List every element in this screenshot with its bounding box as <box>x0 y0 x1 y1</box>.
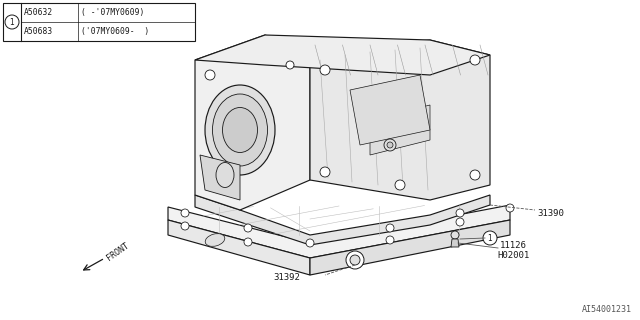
Polygon shape <box>195 195 490 245</box>
Polygon shape <box>200 155 240 200</box>
Polygon shape <box>168 220 310 275</box>
Polygon shape <box>310 40 490 200</box>
Text: 31392: 31392 <box>273 273 300 282</box>
Circle shape <box>395 180 405 190</box>
Circle shape <box>386 224 394 232</box>
Circle shape <box>456 218 464 226</box>
Polygon shape <box>195 35 490 75</box>
Ellipse shape <box>212 94 268 166</box>
Polygon shape <box>451 239 459 247</box>
Circle shape <box>451 231 459 239</box>
Ellipse shape <box>216 163 234 188</box>
Text: A50683: A50683 <box>24 27 53 36</box>
Ellipse shape <box>223 108 257 153</box>
Circle shape <box>346 251 364 269</box>
Circle shape <box>5 15 19 29</box>
Circle shape <box>205 180 215 190</box>
Polygon shape <box>195 35 310 210</box>
Circle shape <box>384 139 396 151</box>
Circle shape <box>244 238 252 246</box>
Text: 1: 1 <box>10 18 14 27</box>
Text: ( -'07MY0609): ( -'07MY0609) <box>81 7 145 17</box>
Text: 1: 1 <box>488 234 492 243</box>
Circle shape <box>470 170 480 180</box>
Circle shape <box>483 231 497 245</box>
Polygon shape <box>168 205 510 258</box>
Ellipse shape <box>205 234 225 246</box>
Circle shape <box>205 70 215 80</box>
Circle shape <box>386 236 394 244</box>
Text: H02001: H02001 <box>497 251 529 260</box>
Circle shape <box>506 204 514 212</box>
Circle shape <box>470 55 480 65</box>
Circle shape <box>320 65 330 75</box>
Circle shape <box>350 255 360 265</box>
Circle shape <box>181 222 189 230</box>
Circle shape <box>286 61 294 69</box>
Text: AI54001231: AI54001231 <box>582 305 632 314</box>
Text: 11126: 11126 <box>500 241 527 250</box>
Text: 31390: 31390 <box>537 209 564 218</box>
Circle shape <box>244 224 252 232</box>
Circle shape <box>387 142 393 148</box>
Text: FRONT: FRONT <box>105 241 131 263</box>
Ellipse shape <box>205 85 275 175</box>
Circle shape <box>306 239 314 247</box>
Polygon shape <box>310 220 510 275</box>
Circle shape <box>181 209 189 217</box>
Polygon shape <box>350 75 430 145</box>
Circle shape <box>456 209 464 217</box>
Bar <box>3 3 195 41</box>
Polygon shape <box>370 105 430 155</box>
Text: ('07MY0609-  ): ('07MY0609- ) <box>81 27 149 36</box>
Circle shape <box>320 167 330 177</box>
Text: A50632: A50632 <box>24 7 53 17</box>
